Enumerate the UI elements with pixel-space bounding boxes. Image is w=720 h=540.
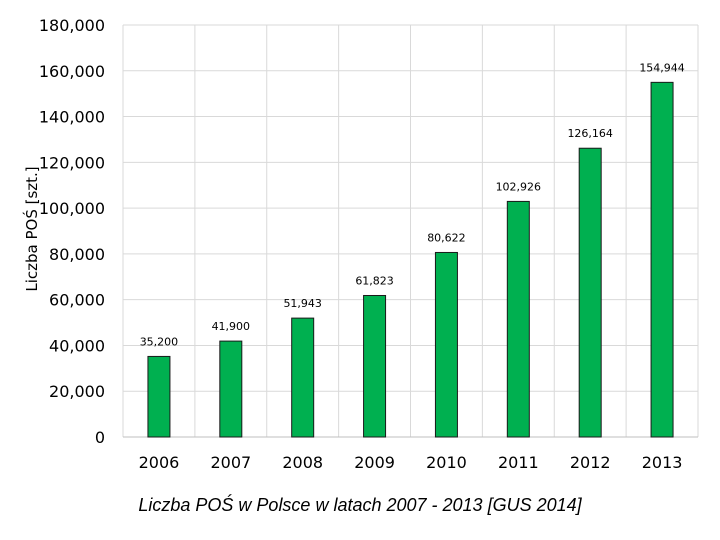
bar [650, 81, 674, 438]
x-tick-label: 2008 [282, 453, 323, 472]
x-tick-label: 2010 [426, 453, 467, 472]
x-tick-label: 2006 [139, 453, 180, 472]
x-tick-label: 2009 [354, 453, 395, 472]
y-axis-title: Liczba POŚ [szt.] [22, 166, 41, 291]
data-label: 61,823 [355, 274, 394, 287]
bar [363, 294, 387, 438]
bar-chart: 0 20,000 40,000 60,000 80,000 100,000 120,000 1… [22, 16, 699, 472]
y-tick-label: 80,000 [49, 245, 105, 264]
bar [506, 200, 530, 438]
y-tick-label: 160,000 [39, 62, 105, 81]
y-tick-label: 60,000 [49, 291, 105, 310]
data-label: 80,622 [427, 231, 466, 244]
x-tick-label: 2007 [210, 453, 251, 472]
data-label: 35,200 [140, 335, 179, 348]
x-tick-label: 2013 [642, 453, 683, 472]
data-label: 154,944 [639, 61, 685, 74]
chart-caption: Liczba POŚ w Polsce w latach 2007 - 2013… [138, 495, 582, 515]
y-tick-label: 40,000 [49, 336, 105, 355]
x-tick-label: 2011 [498, 453, 539, 472]
y-tick-label: 120,000 [39, 153, 105, 172]
x-tick-label: 2012 [570, 453, 611, 472]
y-tick-label: 140,000 [39, 108, 105, 127]
y-tick-label: 20,000 [49, 382, 105, 401]
bar [578, 147, 602, 438]
y-tick-label: 180,000 [39, 16, 105, 35]
bar [219, 340, 243, 438]
bar [434, 251, 458, 438]
bar [147, 355, 171, 438]
data-label: 51,943 [283, 297, 322, 310]
y-tick-label: 0 [95, 428, 105, 447]
data-label: 102,926 [496, 180, 542, 193]
bar [291, 317, 315, 438]
y-tick-label: 100,000 [39, 199, 105, 218]
data-label: 41,900 [212, 320, 251, 333]
data-label: 126,164 [567, 127, 613, 140]
